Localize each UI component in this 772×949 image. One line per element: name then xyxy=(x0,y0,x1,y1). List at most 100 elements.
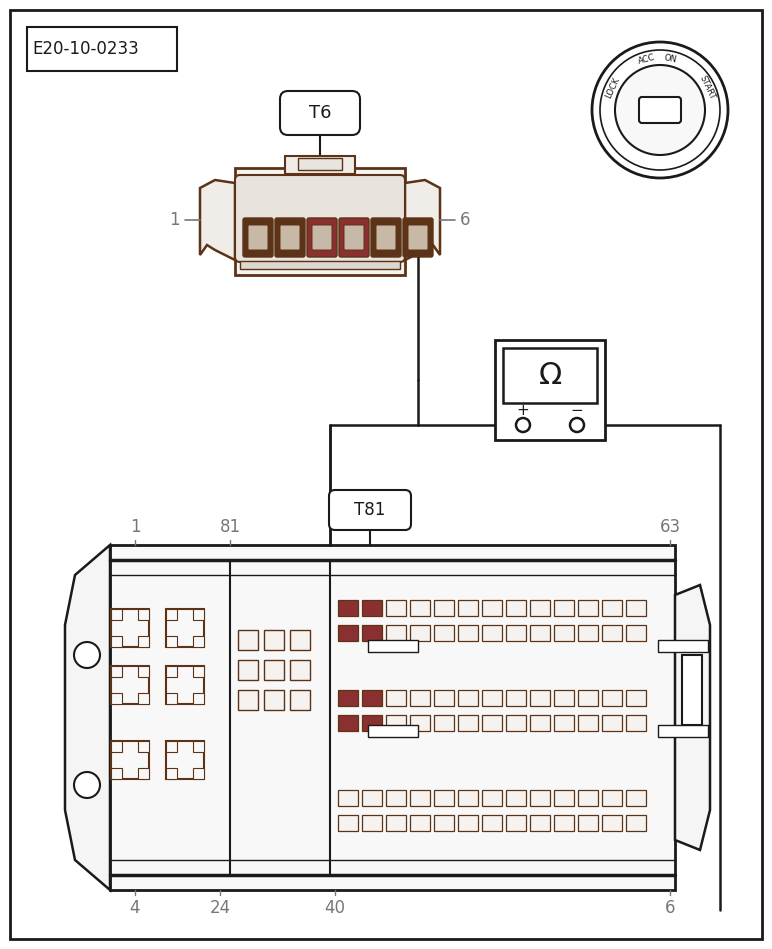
Bar xyxy=(482,600,502,616)
Bar xyxy=(602,625,622,641)
Bar xyxy=(554,815,574,831)
Bar xyxy=(290,660,310,680)
Bar xyxy=(235,168,405,275)
Text: 6: 6 xyxy=(460,211,470,229)
Bar xyxy=(506,815,526,831)
Bar xyxy=(338,715,358,731)
Bar xyxy=(264,660,284,680)
Circle shape xyxy=(516,418,530,432)
Circle shape xyxy=(570,418,584,432)
Bar xyxy=(138,637,149,647)
Circle shape xyxy=(74,772,100,798)
Bar xyxy=(434,790,454,806)
Text: +: + xyxy=(516,402,530,418)
Bar xyxy=(138,609,149,620)
Bar xyxy=(658,725,708,737)
FancyBboxPatch shape xyxy=(280,91,360,135)
Bar xyxy=(238,630,258,650)
Bar xyxy=(458,815,478,831)
Bar xyxy=(166,769,177,779)
FancyBboxPatch shape xyxy=(307,218,337,257)
Bar xyxy=(386,715,406,731)
Bar xyxy=(111,637,122,647)
Bar xyxy=(166,637,177,647)
Bar xyxy=(338,625,358,641)
Bar xyxy=(386,790,406,806)
Bar xyxy=(503,348,597,403)
Bar xyxy=(530,690,550,706)
Bar xyxy=(193,666,204,677)
Bar xyxy=(506,715,526,731)
Bar xyxy=(554,715,574,731)
Text: ACC: ACC xyxy=(637,53,656,66)
Bar xyxy=(482,715,502,731)
Circle shape xyxy=(600,50,720,170)
Bar xyxy=(386,815,406,831)
Bar xyxy=(602,690,622,706)
Bar xyxy=(578,625,598,641)
Polygon shape xyxy=(675,585,710,850)
Bar xyxy=(602,715,622,731)
Bar xyxy=(110,545,675,890)
Bar xyxy=(368,725,418,737)
Bar xyxy=(138,694,149,704)
Bar xyxy=(166,609,204,647)
Bar xyxy=(434,815,454,831)
Polygon shape xyxy=(405,180,440,260)
Bar xyxy=(626,625,646,641)
Bar xyxy=(434,625,454,641)
Bar xyxy=(530,600,550,616)
FancyBboxPatch shape xyxy=(403,218,433,257)
Text: Ω: Ω xyxy=(538,361,561,389)
Bar xyxy=(410,600,430,616)
Bar xyxy=(166,694,177,704)
Circle shape xyxy=(592,42,728,178)
Text: 81: 81 xyxy=(219,518,241,536)
Text: 1: 1 xyxy=(130,518,141,536)
Text: LOCK: LOCK xyxy=(604,76,621,100)
Circle shape xyxy=(74,642,100,668)
FancyBboxPatch shape xyxy=(339,218,369,257)
Bar xyxy=(290,690,310,710)
Bar xyxy=(111,666,149,704)
Bar xyxy=(111,666,122,677)
Bar xyxy=(458,690,478,706)
Bar xyxy=(285,156,355,174)
Bar xyxy=(238,690,258,710)
Text: E20-10-0233: E20-10-0233 xyxy=(32,40,139,58)
FancyBboxPatch shape xyxy=(312,225,332,250)
Bar xyxy=(362,690,382,706)
Bar xyxy=(530,815,550,831)
Text: 6: 6 xyxy=(665,899,676,917)
Bar xyxy=(458,715,478,731)
Text: T81: T81 xyxy=(354,501,386,519)
Bar xyxy=(338,690,358,706)
Bar xyxy=(111,741,122,752)
FancyBboxPatch shape xyxy=(280,225,300,250)
Bar xyxy=(138,666,149,677)
Bar xyxy=(434,690,454,706)
Bar xyxy=(166,741,177,752)
Bar xyxy=(111,694,122,704)
Bar xyxy=(578,790,598,806)
Bar xyxy=(578,715,598,731)
Bar xyxy=(682,655,702,725)
Bar xyxy=(27,27,177,71)
Bar xyxy=(166,741,204,779)
Bar xyxy=(578,600,598,616)
Bar xyxy=(658,640,708,652)
Bar xyxy=(482,625,502,641)
Bar xyxy=(238,660,258,680)
Bar xyxy=(506,690,526,706)
Bar xyxy=(530,790,550,806)
Bar xyxy=(602,600,622,616)
Bar xyxy=(410,690,430,706)
Bar xyxy=(578,690,598,706)
Bar xyxy=(530,625,550,641)
FancyBboxPatch shape xyxy=(408,225,428,250)
Bar xyxy=(506,600,526,616)
Bar xyxy=(626,790,646,806)
Bar xyxy=(626,600,646,616)
Bar xyxy=(138,769,149,779)
FancyBboxPatch shape xyxy=(248,225,268,250)
